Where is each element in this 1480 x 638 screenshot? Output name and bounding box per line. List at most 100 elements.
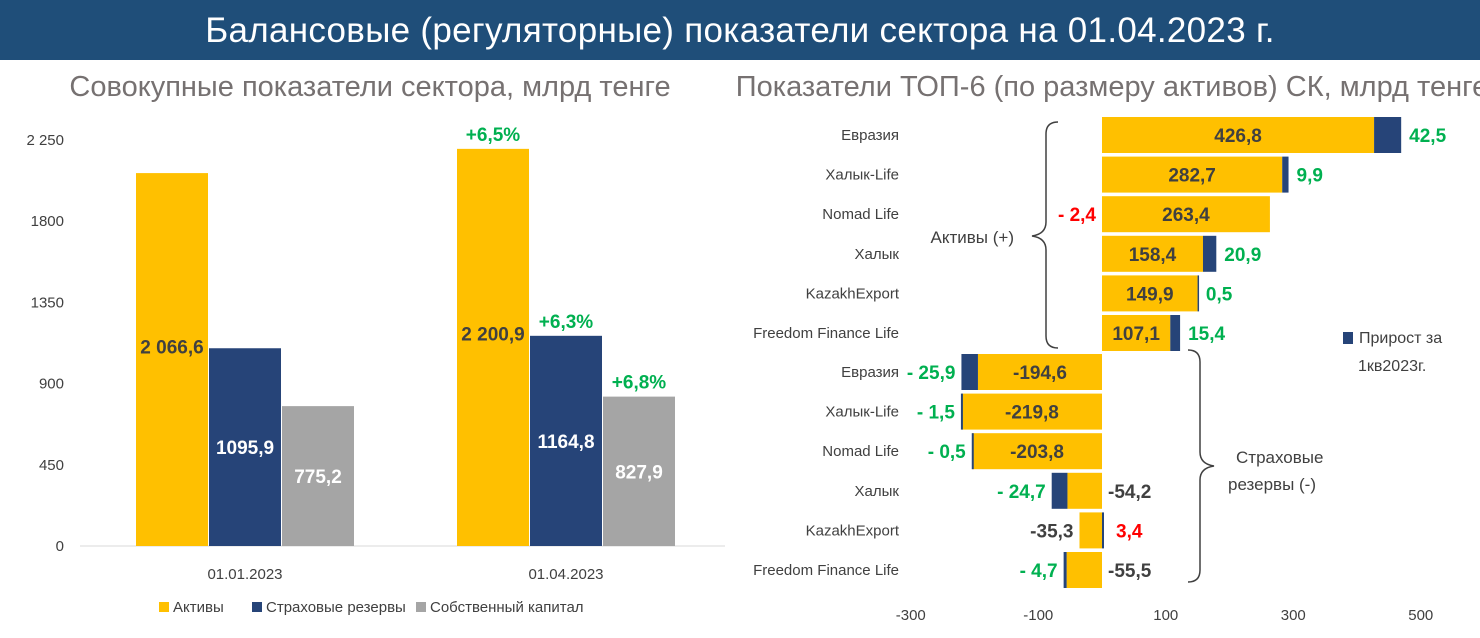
bar-1-2	[457, 148, 529, 547]
reserve-growth-bar	[1051, 472, 1068, 509]
bar-value-label: 775,2	[294, 467, 342, 488]
reserve-value-label: -35,3	[1030, 521, 1073, 542]
reserve-value-label: -203,8	[1010, 442, 1064, 463]
asset-growth-label: 42,5	[1409, 126, 1446, 147]
asset-value-label: 158,4	[1129, 245, 1177, 266]
reserve-bar	[1066, 552, 1102, 588]
reserve-growth-bar	[961, 354, 978, 390]
reserve-value-label: -219,8	[1005, 403, 1059, 424]
asset-growth-label: 15,4	[1188, 324, 1225, 345]
reserve-bar	[977, 354, 1102, 390]
assets-brace	[1031, 121, 1059, 349]
reserve-value-label: -55,5	[1108, 561, 1152, 582]
bar-value-label: 2 200,9	[461, 325, 524, 346]
company-label: KazakhExport	[806, 285, 900, 302]
growth-legend-label: 1кв2023г.	[1358, 358, 1426, 375]
growth-legend-swatch	[1343, 332, 1353, 344]
asset-growth-bar	[1202, 235, 1217, 272]
sector-totals-chart: Совокупные показатели сектора, млрд тенг…	[26, 71, 725, 616]
bar-value-label: 1095,9	[216, 438, 274, 459]
y-tick-label: 450	[39, 457, 64, 474]
bar-1-1	[136, 173, 208, 546]
bar-value-label: 1164,8	[537, 432, 594, 453]
reserve-bar	[1067, 472, 1102, 509]
growth-label: +6,3%	[539, 312, 594, 333]
reserve-growth-bar	[960, 393, 963, 430]
assets-brace-label: Активы (+)	[931, 228, 1014, 247]
asset-growth-label: 20,9	[1224, 245, 1261, 266]
legend-swatch	[159, 602, 169, 612]
company-label: Халык-Life	[825, 404, 899, 421]
company-label: Халык-Life	[825, 167, 899, 184]
reserve-growth-bar	[971, 433, 974, 470]
reserves-brace	[1187, 349, 1215, 583]
legend-swatch	[416, 602, 426, 612]
asset-growth-bar	[1170, 315, 1181, 351]
asset-growth-label: 0,5	[1206, 284, 1233, 305]
x-tick-label: 500	[1408, 607, 1433, 624]
reserve-growth-label: - 4,7	[1020, 561, 1058, 582]
reserves-brace-label: резервы (-)	[1228, 475, 1316, 494]
charts-canvas: Совокупные показатели сектора, млрд тенг…	[26, 71, 1480, 624]
x-tick-label: 300	[1281, 607, 1306, 624]
company-label: Freedom Finance Life	[753, 325, 899, 342]
reserve-growth-label: 3,4	[1116, 521, 1143, 542]
legend-label: Активы	[173, 599, 224, 616]
reserve-value-label: -54,2	[1108, 482, 1151, 503]
asset-bar	[1102, 235, 1203, 272]
company-label: Халык	[855, 246, 900, 263]
company-label: Nomad Life	[822, 443, 899, 460]
legend-label: Страховые резервы	[266, 599, 406, 616]
reserve-bar	[961, 393, 1102, 430]
asset-value-label: 107,1	[1112, 324, 1160, 345]
x-tick-label: -300	[896, 607, 926, 624]
page-banner: Балансовые (регуляторные) показатели сек…	[0, 0, 1480, 60]
y-tick-label: 2 250	[26, 132, 64, 149]
bar-value-label: 2 066,6	[140, 337, 203, 358]
asset-value-label: 282,7	[1168, 166, 1216, 187]
legend-label: Собственный капитал	[430, 599, 584, 616]
asset-growth-bar	[1197, 275, 1200, 312]
reserve-growth-label: - 25,9	[907, 363, 956, 384]
company-label: KazakhExport	[806, 522, 900, 539]
right-chart-title: Показатели ТОП-6 (по размеру активов) СК…	[736, 71, 1480, 103]
company-label: Freedom Finance Life	[753, 562, 899, 579]
reserve-value-label: -194,6	[1013, 363, 1067, 384]
asset-bar	[1102, 156, 1283, 193]
asset-bar	[1102, 196, 1270, 233]
growth-label: +6,5%	[466, 125, 521, 146]
growth-legend-label: Прирост за	[1359, 330, 1442, 347]
reserve-growth-label: - 1,5	[917, 403, 955, 424]
reserve-growth-bar	[1102, 512, 1104, 549]
asset-value-label: 426,8	[1214, 126, 1262, 147]
company-label: Евразия	[841, 364, 899, 381]
growth-label: +6,8%	[612, 373, 667, 394]
asset-growth-label: 9,9	[1297, 166, 1323, 187]
company-label: Халык	[855, 483, 900, 500]
x-category-label: 01.04.2023	[528, 566, 603, 583]
reserve-growth-bar	[1063, 552, 1067, 588]
legend-swatch	[252, 602, 262, 612]
asset-bar	[1102, 275, 1198, 312]
reserves-brace-label: Страховые	[1236, 448, 1323, 467]
reserve-growth-label: - 0,5	[928, 442, 966, 463]
reserve-growth-label: - 24,7	[997, 482, 1046, 503]
asset-bar	[1102, 315, 1171, 351]
asset-bar	[1102, 117, 1375, 153]
y-tick-label: 1350	[31, 294, 64, 311]
x-tick-label: 100	[1153, 607, 1178, 624]
asset-growth-bar	[1282, 156, 1289, 193]
y-tick-label: 1800	[31, 213, 64, 230]
bar-3-1	[282, 406, 354, 546]
y-tick-label: 900	[39, 376, 64, 393]
company-label: Евразия	[841, 127, 899, 144]
bar-2-2	[530, 335, 602, 546]
bar-3-2	[603, 396, 675, 546]
reserve-bar	[972, 433, 1102, 470]
bar-value-label: 827,9	[615, 462, 663, 483]
top6-companies-chart: Показатели ТОП-6 (по размеру активов) СК…	[736, 71, 1480, 624]
company-label: Nomad Life	[822, 206, 899, 223]
asset-growth-bar	[1374, 117, 1402, 153]
bar-2-1	[209, 348, 281, 546]
x-tick-label: -100	[1023, 607, 1053, 624]
